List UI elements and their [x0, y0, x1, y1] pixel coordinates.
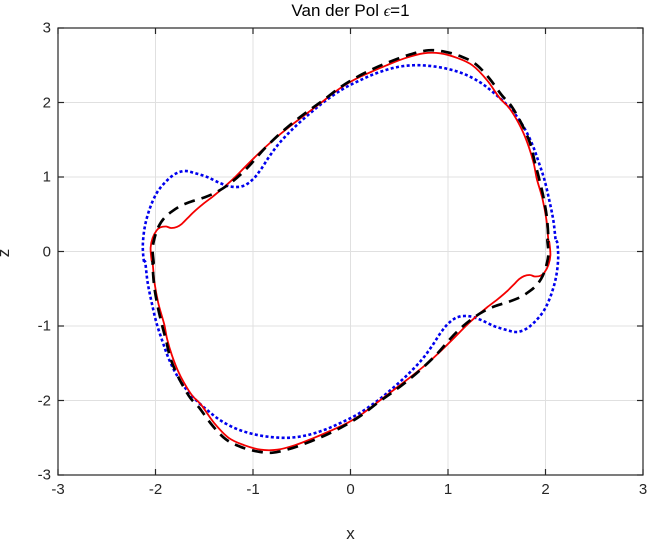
blue-dotted-curve-path — [141, 63, 560, 440]
x-axis-label: x — [346, 524, 355, 543]
y-tick-label-2: 2 — [42, 94, 51, 111]
y-tick-label--2: -2 — [37, 392, 51, 409]
chart-title-text: Van der Pol — [291, 1, 384, 20]
x-tick-label-1: 1 — [443, 481, 453, 498]
epsilon-symbol: ϵ — [383, 3, 391, 20]
x-tick-label-3: 3 — [638, 481, 648, 498]
red-solid-curve-path — [149, 51, 552, 452]
x-tick-label--2: -2 — [148, 481, 163, 498]
y-tick-label--1: -1 — [37, 317, 51, 335]
y-tick-label--3: -3 — [37, 466, 51, 484]
x-tick-label-0: 0 — [346, 481, 355, 498]
chart-title-value: =1 — [390, 1, 410, 20]
x-tick-label--1: -1 — [246, 481, 260, 498]
y-axis-label: z — [0, 233, 14, 273]
chart-title: Van der Pol ϵ=1 — [58, 1, 643, 21]
y-tick-label-1: 1 — [42, 168, 51, 186]
y-tick-label-3: 3 — [42, 19, 51, 37]
black-dashed-curve-path — [151, 48, 550, 455]
y-tick-label-0: 0 — [42, 243, 51, 260]
x-tick-label-2: 2 — [541, 481, 550, 498]
x-tick-label--3: -3 — [51, 481, 65, 498]
